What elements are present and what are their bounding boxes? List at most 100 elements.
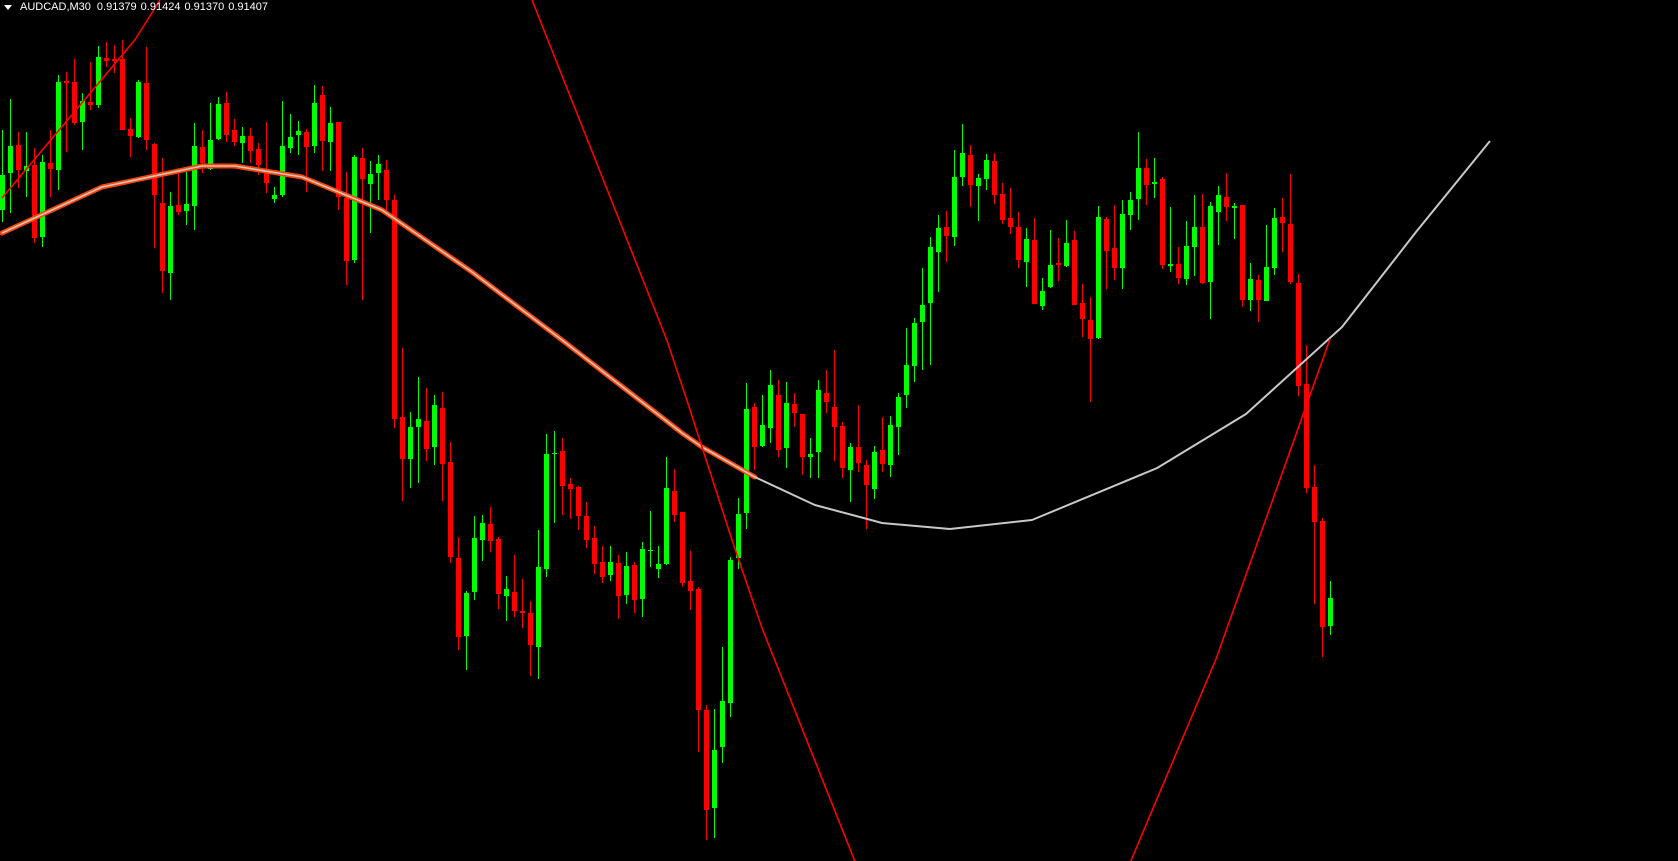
bullish-candle (432, 395, 437, 465)
bullish-candle (1184, 221, 1189, 285)
candle-body (424, 421, 429, 449)
bullish-candle (936, 215, 941, 292)
candle-body (136, 82, 141, 137)
bearish-candle (488, 507, 493, 552)
bearish-candle (592, 526, 597, 574)
bearish-candle (104, 42, 109, 67)
bullish-candle (216, 97, 221, 140)
candle-body (624, 566, 629, 595)
bullish-candle (408, 412, 413, 488)
bullish-candle (240, 127, 245, 163)
bearish-candle (1240, 205, 1245, 307)
symbol-timeframe: AUDCAD,M30 (20, 1, 91, 13)
bullish-candle (312, 85, 317, 153)
candle-body (1296, 283, 1301, 386)
bullish-candle (904, 328, 909, 408)
bullish-candle (896, 393, 901, 455)
candle-body (1224, 197, 1229, 207)
candle-body (840, 426, 845, 468)
bearish-candle (1304, 345, 1309, 493)
bullish-candle (1048, 230, 1053, 288)
candle-body (400, 417, 405, 459)
candle-body (192, 146, 197, 206)
bearish-candle (616, 555, 621, 619)
bearish-candle (944, 211, 949, 262)
candle-body (1264, 267, 1269, 301)
bullish-candle (0, 130, 5, 222)
bullish-candle (1232, 203, 1237, 239)
candle-body (1072, 240, 1077, 305)
candle-body (936, 228, 941, 252)
bearish-candle (232, 119, 237, 146)
candle-body (1312, 487, 1317, 522)
candle-body (1032, 240, 1037, 304)
candle-body (544, 454, 549, 569)
candle-body (344, 198, 349, 261)
bearish-candle (992, 153, 997, 204)
candle-body (328, 123, 333, 142)
candle-body (80, 101, 85, 122)
candle-body (208, 140, 213, 169)
candle-body (984, 160, 989, 179)
bearish-candle (1176, 247, 1181, 284)
candle-body (728, 560, 733, 703)
bearish-candle (424, 388, 429, 461)
candle-body (680, 512, 685, 583)
candle-body (1304, 384, 1309, 488)
bullish-candle (720, 647, 725, 763)
candle-body (384, 170, 389, 200)
candle-body (224, 103, 229, 135)
bullish-candle (728, 557, 733, 717)
silver-curve (754, 140, 1491, 530)
candle-body (8, 146, 13, 173)
bullish-candle (184, 172, 189, 225)
candle-body (312, 103, 317, 146)
bullish-candle (808, 438, 813, 478)
candle-body (248, 136, 253, 151)
bearish-candle (112, 45, 117, 73)
bearish-candle (520, 579, 525, 628)
ohlc-readout: 0.91379 0.91424 0.91370 0.91407 (97, 1, 268, 13)
candle-body (960, 153, 965, 177)
candle-body (744, 409, 749, 513)
candle-body (1144, 168, 1149, 185)
bearish-candle (584, 502, 589, 548)
red-curve-left (1, 0, 161, 199)
triangle-down-icon[interactable] (4, 4, 12, 10)
bearish-candle (224, 92, 229, 142)
bullish-candle (1128, 192, 1133, 230)
bearish-candle (32, 148, 37, 243)
candle-body (792, 404, 797, 413)
candle-body (1016, 227, 1021, 260)
candle-body (752, 407, 757, 447)
bearish-candle (568, 478, 573, 519)
candle-body (1136, 168, 1141, 199)
candle-body (800, 414, 805, 457)
bullish-candle (288, 114, 293, 153)
candle-body (1128, 200, 1133, 215)
bearish-candle (448, 442, 453, 563)
bearish-candle (1200, 194, 1205, 284)
candle-body (48, 163, 53, 169)
candle-body (552, 453, 557, 454)
bearish-candle (128, 118, 133, 157)
candle-body (432, 405, 437, 447)
bullish-candle (872, 446, 877, 499)
bearish-candle (752, 403, 757, 470)
bearish-candle (320, 86, 325, 171)
bearish-candle (704, 705, 709, 840)
candle-body (40, 162, 45, 237)
candle-body (736, 514, 741, 558)
bullish-candle (744, 383, 749, 529)
candle-body (760, 425, 765, 446)
candle-body (952, 177, 957, 237)
bearish-candle (1016, 212, 1021, 268)
candle-body (920, 305, 925, 322)
bearish-candle (1072, 231, 1077, 305)
candle-body (448, 462, 453, 557)
bullish-candle (96, 46, 101, 108)
bullish-candle (1264, 225, 1269, 301)
bearish-candle (1080, 284, 1085, 337)
bullish-candle (208, 103, 213, 170)
